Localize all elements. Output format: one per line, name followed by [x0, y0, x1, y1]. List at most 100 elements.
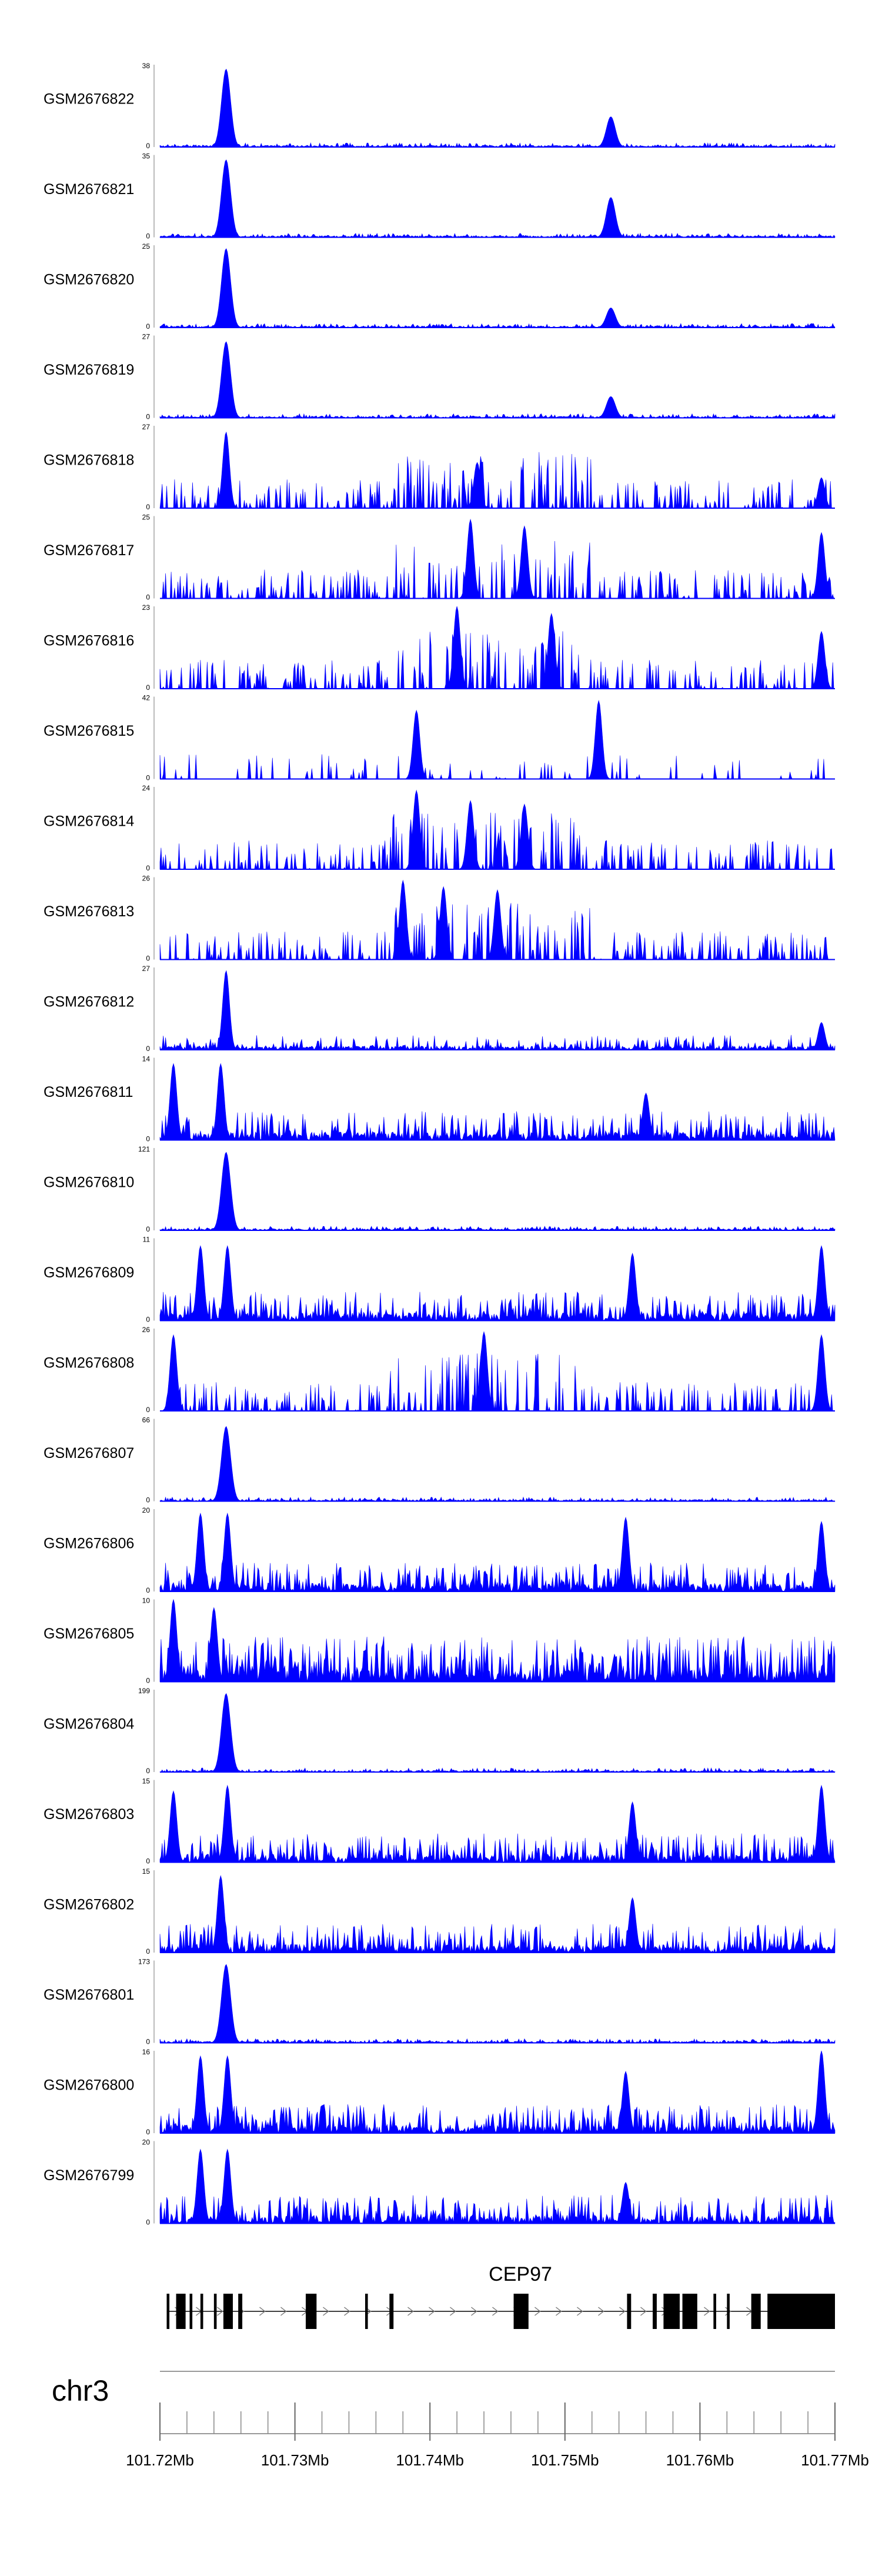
strand-arrow: [577, 2307, 583, 2316]
track-label: GSM2676805: [44, 1626, 134, 1642]
track-label: GSM2676813: [44, 903, 134, 920]
strand-arrow: [704, 2307, 710, 2316]
coverage-track: GSM2676814 24 0: [44, 784, 835, 872]
ymin-label: 0: [146, 774, 150, 782]
ymax-label: 173: [138, 1958, 150, 1966]
strand-arrow: [471, 2307, 477, 2316]
ymax-label: 35: [142, 152, 151, 161]
axis-tick-label: 101.73Mb: [261, 2451, 329, 2469]
ymax-label: 42: [142, 694, 151, 702]
track-label: GSM2676808: [44, 1355, 134, 1372]
coverage-area: [159, 789, 835, 870]
ymax-label: 199: [138, 1687, 150, 1695]
ymin-label: 0: [146, 864, 150, 872]
ymin-label: 0: [146, 1677, 150, 1685]
ymax-label: 15: [142, 1777, 151, 1786]
coverage-area: [159, 1693, 836, 1773]
strand-arrow: [344, 2307, 350, 2316]
coverage-track: GSM2676802 15 0: [44, 1867, 836, 1956]
coverage-track: GSM2676810 121 0: [44, 1145, 836, 1233]
coverage-track: GSM2676804 199 0: [44, 1687, 836, 1775]
strand-arrow: [429, 2307, 435, 2316]
coverage-area: [159, 1152, 836, 1231]
strand-arrow: [450, 2307, 456, 2316]
ymax-label: 25: [142, 513, 151, 522]
coverage-area: [159, 879, 835, 960]
coverage-area: [159, 1426, 836, 1502]
coverage-track: GSM2676820 25 0: [44, 242, 836, 331]
exon: [223, 2294, 233, 2329]
gene-label: CEP97: [489, 2263, 552, 2285]
ymin-label: 0: [146, 2038, 150, 2046]
track-label: GSM2676812: [44, 994, 134, 1010]
chromosome-label: chr3: [52, 2374, 109, 2407]
track-label: GSM2676820: [44, 272, 134, 288]
ymin-label: 0: [146, 593, 150, 602]
axis-tick-label: 101.76Mb: [666, 2451, 734, 2469]
track-label: GSM2676802: [44, 1897, 134, 1913]
coverage-area: [159, 970, 836, 1051]
ymax-label: 20: [142, 1506, 151, 1514]
coverage-track: GSM2676813 26 0: [44, 875, 835, 963]
exon: [751, 2294, 761, 2329]
ymax-label: 26: [142, 875, 151, 883]
exon: [389, 2294, 394, 2329]
ymax-label: 27: [142, 965, 151, 973]
exon: [213, 2294, 217, 2329]
track-label: GSM2676822: [44, 91, 134, 108]
ymin-label: 0: [146, 955, 150, 963]
ymin-label: 0: [146, 1767, 150, 1775]
strand-arrow: [323, 2307, 329, 2316]
coverage-area: [160, 518, 835, 599]
strand-arrow: [407, 2307, 414, 2316]
coverage-area: [159, 431, 835, 509]
genome-axis: chr3 101.72Mb 101.73Mb 101.74Mb 101.75Mb 101…: [52, 2371, 869, 2469]
coverage-track: GSM2676817 25 0: [44, 513, 835, 602]
track-label: GSM2676806: [44, 1536, 134, 1552]
coverage-track: GSM2676809 11 0: [44, 1236, 836, 1324]
ymax-label: 10: [142, 1597, 151, 1605]
strand-arrow: [259, 2307, 266, 2316]
ymin-label: 0: [146, 413, 150, 421]
coverage-area: [159, 341, 836, 419]
track-label: GSM2676804: [44, 1716, 134, 1733]
ymax-label: 27: [142, 423, 151, 431]
ymin-label: 0: [146, 322, 150, 331]
strand-arrow: [280, 2307, 287, 2316]
ymin-label: 0: [146, 1406, 150, 1414]
gene-exons: [166, 2294, 835, 2329]
axis-ticks: 101.72Mb 101.73Mb 101.74Mb 101.75Mb 101.76Mb…: [126, 2403, 869, 2469]
exon: [176, 2294, 186, 2329]
ymax-label: 15: [142, 1867, 151, 1876]
ymin-label: 0: [146, 142, 150, 150]
track-label: GSM2676817: [44, 542, 134, 559]
ymax-label: 26: [142, 1326, 151, 1334]
coverage-area: [159, 700, 836, 780]
coverage-track: GSM2676821 35 0: [44, 152, 836, 241]
exon: [200, 2294, 203, 2329]
coverage-track: GSM2676800 16 0: [44, 2048, 836, 2136]
coverage-tracks: GSM2676822380GSM2676821350GSM2676820250G…: [44, 62, 836, 2227]
track-label: GSM2676814: [44, 813, 134, 830]
exon: [663, 2294, 680, 2329]
ymin-label: 0: [146, 1947, 150, 1956]
ymin-label: 0: [146, 1135, 150, 1143]
ymax-label: 16: [142, 2048, 151, 2056]
strand-arrow: [534, 2307, 541, 2316]
coverage-track: GSM2676806 20 0: [44, 1506, 836, 1594]
coverage-area: [159, 2148, 836, 2224]
strand-arrow: [640, 2307, 647, 2316]
coverage-area: [159, 1875, 836, 1953]
coverage-area: [159, 248, 836, 328]
coverage-area: [159, 1245, 836, 1322]
track-label: GSM2676816: [44, 633, 134, 649]
coverage-area: [159, 2050, 836, 2134]
axis-tick-label: 101.74Mb: [396, 2451, 464, 2469]
ymax-label: 23: [142, 603, 151, 612]
track-label: GSM2676811: [44, 1084, 133, 1100]
axis-tick-label: 101.75Mb: [531, 2451, 599, 2469]
coverage-area: [159, 1599, 836, 1683]
ymin-label: 0: [146, 232, 150, 241]
ymax-label: 121: [138, 1145, 150, 1153]
